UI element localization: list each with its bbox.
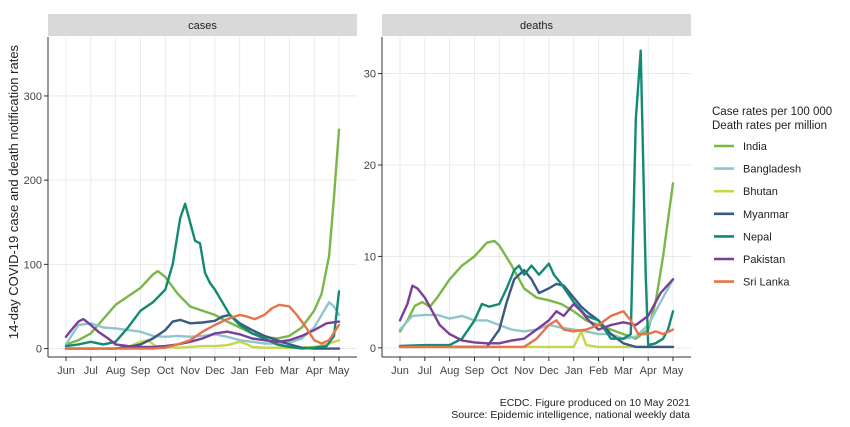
series-line-sri-lanka [64,303,341,350]
x-tick-label: Sep [131,365,151,377]
x-tick-label: Dec [539,365,559,377]
legend-label: Nepal [743,231,772,243]
legend-label: India [743,141,768,153]
legend-title-line-2: Death rates per million [712,120,827,132]
legend-items: India Bangladesh Bhutan Myanmar Nepal Pakista… [714,141,801,289]
y-tick-label: 0 [36,344,42,356]
panel-title: deaths [520,20,554,32]
legend-item-bhutan: Bhutan [714,186,778,198]
x-tick-label: Aug [106,365,126,377]
x-tick-label: Oct [491,365,508,377]
x-tick-label: Jul [84,365,98,377]
panel-title: cases [188,20,217,32]
series-line-india [64,128,341,346]
x-tick-label: Dec [205,365,225,377]
legend-label: Pakistan [743,254,785,266]
series-line-myanmar [64,313,341,350]
x-tick-label: Jul [418,365,432,377]
series-line-nepal [64,202,341,350]
x-tick-label: May [329,365,350,377]
legend-item-india: India [714,141,768,153]
y-tick-label: 200 [24,175,42,187]
x-tick-label: Jan [231,365,249,377]
panel-cases: cases 0 100 200 300 Jun Jul Aug Sep Oct Nov Dec Jan F… [24,14,357,377]
x-tick-label: Oct [157,365,174,377]
x-tick-label: Apr [306,365,323,377]
x-tick-label: Aug [440,365,460,377]
x-tick-label: Nov [514,365,534,377]
legend-label: Bangladesh [743,164,801,176]
x-tick-label: Jun [57,365,75,377]
x-tick-label: Mar [614,365,633,377]
legend-title-line-1: Case rates per 100 000 [712,106,832,118]
panel-strip [382,14,691,36]
y-tick-label: 10 [364,251,376,263]
caption-line-2: Source: Epidemic intelligence, national … [451,409,690,421]
legend-item-myanmar: Myanmar [714,209,789,221]
legend-label: Myanmar [743,209,789,221]
y-tick-label: 0 [370,343,376,355]
caption-line-1: ECDC. Figure produced on 10 May 2021 [500,397,690,409]
panel-strip [48,14,357,36]
x-tick-label: Feb [589,365,608,377]
legend-label: Bhutan [743,186,778,198]
x-tick-label: Mar [280,365,299,377]
legend-item-sri-lanka: Sri Lanka [714,277,790,289]
legend-item-bangladesh: Bangladesh [714,164,801,176]
y-axis-title: 14-day COVID-19 case and death notificat… [6,44,21,339]
x-tick-label: Apr [640,365,657,377]
series-line-pakistan [398,278,675,345]
legend-label: Sri Lanka [743,277,790,289]
series-line-sri-lanka [398,310,675,349]
y-tick-label: 30 [364,69,376,81]
x-tick-label: Sep [465,365,485,377]
x-tick-label: Jun [391,365,409,377]
x-tick-label: May [663,365,684,377]
y-tick-label: 300 [24,91,42,103]
legend-item-pakistan: Pakistan [714,254,785,266]
x-tick-label: Nov [180,365,200,377]
x-tick-label: Jan [565,365,583,377]
x-tick-label: Feb [255,365,274,377]
panel-deaths: deaths 0 10 20 30 Jun Jul Aug Sep Oct Nov Dec Jan Feb… [364,14,691,377]
series-line-nepal [398,49,675,348]
y-tick-label: 100 [24,259,42,271]
legend: Case rates per 100 000 Death rates per m… [712,106,832,289]
y-tick-label: 20 [364,160,376,172]
legend-item-nepal: Nepal [714,231,772,243]
